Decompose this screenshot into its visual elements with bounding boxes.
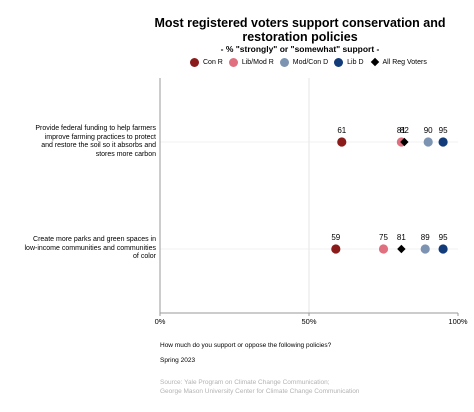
category-label-line: and restore the soil so it absorbs and: [41, 142, 156, 149]
legend: Con R Lib/Mod R Mod/Con D Lib D All Reg …: [190, 56, 433, 68]
legend-item-lib-mod-r: Lib/Mod R: [228, 57, 274, 67]
x-tick-label: 100%: [448, 317, 468, 326]
category-label-parks: Create more parks and green spaces in lo…: [6, 236, 157, 262]
data-label-con-r: 59: [331, 233, 340, 242]
data-label-lib-d: 95: [439, 126, 448, 135]
data-label-all-reg-voters: 82: [400, 126, 409, 135]
data-label-mod-con-d: 90: [424, 126, 433, 135]
data-label-all-reg-voters: 81: [397, 233, 406, 242]
category-label-line: low-income communities and communities: [24, 244, 157, 252]
legend-marker-con-r: [190, 57, 199, 67]
legend-marker-lib-d: [334, 57, 344, 67]
category-label-line: improve farming practices to protect: [44, 133, 156, 141]
question-caption: How much do you support or oppose the fo…: [160, 342, 332, 349]
category-label-line: Provide federal funding to help farmers: [35, 125, 156, 132]
source-line-2: George Mason University Center for Clima…: [160, 387, 360, 395]
legend-label-all-reg-voters: All Reg Voters: [382, 58, 427, 66]
category-label-line: stores more carbon: [95, 150, 156, 158]
point-mod-con-d: [423, 137, 433, 147]
category-label-line: Create more parks and green spaces in: [33, 236, 156, 243]
data-label-lib-mod-r: 75: [379, 233, 388, 242]
date-caption: Spring 2023: [160, 357, 196, 364]
point-lib-mod-r: [378, 244, 389, 254]
chart-title: Most registered voters support conservat…: [150, 16, 450, 44]
legend-item-mod-con-d: Mod/Con D: [279, 57, 329, 67]
legend-item-lib-d: Lib D: [334, 57, 364, 67]
point-mod-con-d: [420, 244, 430, 254]
x-tick-label: 0%: [155, 317, 166, 326]
legend-label-lib-d: Lib D: [347, 58, 364, 66]
point-all-reg-voters: [400, 137, 409, 147]
point-con-r: [337, 137, 347, 147]
x-tick-label: 50%: [301, 317, 316, 326]
point-lib-d: [438, 244, 448, 254]
data-label-mod-con-d: 89: [421, 233, 430, 242]
category-label-line: of color: [133, 253, 156, 260]
chart-subtitle: - % "strongly" or "somewhat" support -: [220, 44, 380, 54]
legend-marker-mod-con-d: [279, 57, 289, 67]
source-line-1: Source: Yale Program on Climate Change C…: [160, 379, 330, 386]
chart-title-line-1: Most registered voters support conservat…: [154, 16, 446, 30]
data-label-lib-mod-r: 81: [397, 126, 406, 135]
category-label-farm-funding: Provide federal funding to help farmers …: [6, 125, 156, 159]
point-lib-d: [438, 137, 448, 147]
point-all-reg-voters: [397, 244, 406, 254]
chart-title-line-2: restoration policies: [242, 30, 358, 44]
legend-item-con-r: Con R: [190, 57, 223, 67]
data-label-lib-d: 95: [439, 233, 448, 242]
data-label-con-r: 61: [337, 126, 346, 135]
legend-marker-lib-mod-r: [228, 57, 238, 67]
legend-item-all-reg-voters: All Reg Voters: [370, 57, 427, 67]
source-note: Source: Yale Program on Climate Change C…: [160, 379, 359, 396]
legend-label-mod-con-d: Mod/Con D: [292, 58, 329, 66]
legend-label-con-r: Con R: [203, 58, 223, 66]
point-con-r: [331, 244, 341, 254]
legend-label-lib-mod-r: Lib/Mod R: [241, 58, 274, 66]
